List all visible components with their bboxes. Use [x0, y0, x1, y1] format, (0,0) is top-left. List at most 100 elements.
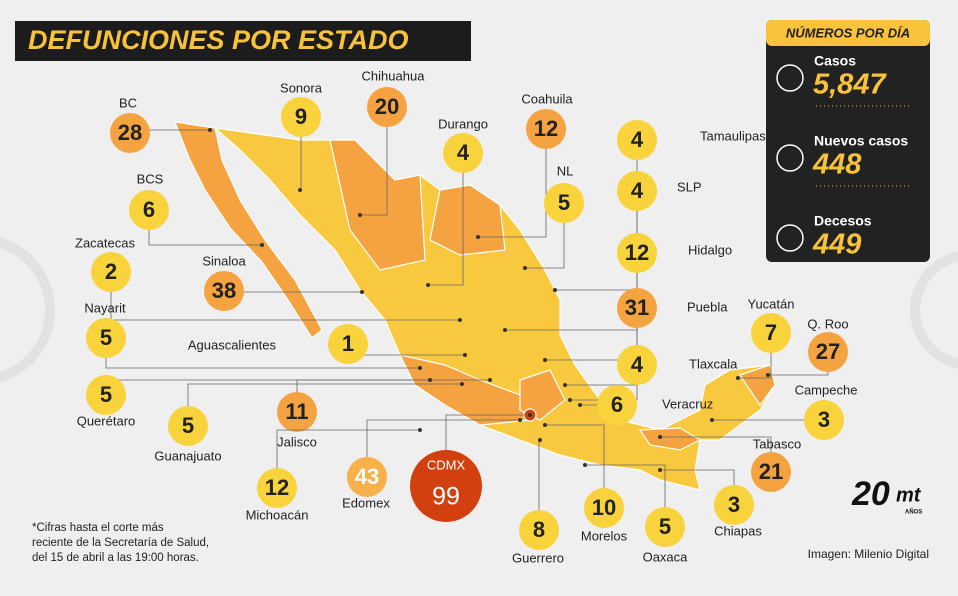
footnote-line: reciente de la Secretaría de Salud,: [32, 537, 209, 549]
state-name: Sonora: [280, 80, 323, 95]
leader-line: [545, 424, 605, 508]
state-markers: 28BC9Sonora20Chihuahua12Coahuila4Durango…: [75, 68, 857, 565]
footnote-line: *Cifras hasta el corte más: [32, 522, 164, 534]
state-marker: [347, 457, 387, 497]
target-dot: [418, 366, 422, 370]
state-name: Chiapas: [714, 523, 762, 538]
target-dot: [553, 288, 557, 292]
state-marker: [519, 510, 559, 550]
state-value: 27: [816, 339, 840, 364]
leader-line: [360, 107, 388, 216]
title: DEFUNCIONES POR ESTADO: [28, 25, 409, 55]
state-marker: [617, 171, 657, 211]
target-dot: [458, 318, 462, 322]
target-dot: [766, 373, 770, 377]
state-name: Chihuahua: [362, 68, 426, 83]
state-value: 4: [631, 178, 644, 203]
state-name: SLP: [677, 179, 702, 194]
state-value: 11: [285, 399, 308, 424]
map-baja: [174, 121, 323, 339]
credit: Imagen: Milenio Digital: [808, 547, 929, 561]
daily-panel: [766, 20, 930, 262]
target-dot: [736, 376, 740, 380]
state-name: Q. Roo: [807, 316, 848, 331]
target-dot: [583, 463, 587, 467]
state-marker: [751, 313, 791, 353]
state-marker: [277, 392, 317, 432]
map-region: [329, 139, 426, 271]
state-marker: [617, 345, 657, 385]
icon: [776, 224, 804, 252]
state-value: 20: [375, 94, 399, 119]
target-dot: [518, 418, 522, 422]
item-label: Casos: [814, 53, 856, 69]
target-dot: [208, 128, 212, 132]
state-name: Jalisco: [277, 434, 317, 449]
state-marker: [367, 87, 407, 127]
target-dot: [463, 353, 467, 357]
item-value: 448: [812, 149, 862, 181]
state-value: 12: [625, 240, 649, 265]
state-name: BCS: [137, 171, 164, 186]
state-name: Morelos: [581, 528, 628, 543]
state-value: 6: [143, 197, 155, 222]
state-value: 2: [105, 259, 117, 284]
logo-number: 20: [851, 475, 890, 513]
state-marker: [168, 406, 208, 446]
state-name: Michoacán: [246, 507, 309, 522]
state-name: Guanajuato: [154, 448, 221, 463]
item-label: Decesos: [814, 213, 872, 229]
map: [174, 121, 776, 491]
state-value: 3: [728, 492, 740, 517]
footnote-line: del 15 de abril a las 19:00 horas.: [32, 552, 199, 564]
footnote: *Cifras hasta el corte más reciente de l…: [32, 522, 212, 564]
state-name: Querétaro: [77, 413, 136, 428]
state-value: 4: [631, 127, 644, 152]
state-marker: [129, 190, 169, 230]
state-value: 9: [295, 104, 307, 129]
item-value: 5,847: [813, 69, 887, 101]
state-value: 5: [100, 325, 112, 350]
state-name: Tamaulipas: [700, 128, 766, 143]
target-dot: [426, 283, 430, 287]
state-name: Tabasco: [753, 436, 801, 451]
state-name: Yucatán: [748, 296, 795, 311]
target-dot: [568, 398, 572, 402]
state-name: Hidalgo: [688, 242, 732, 257]
state-marker: [86, 318, 126, 358]
target-dot: [418, 428, 422, 432]
state-value: 31: [625, 295, 649, 320]
state-name: Tlaxcala: [689, 356, 738, 371]
state-marker: [645, 507, 685, 547]
target-dot: [543, 358, 547, 362]
state-name: Edomex: [342, 495, 390, 510]
target-dot: [488, 378, 492, 382]
state-name: Aguascalientes: [188, 337, 277, 352]
state-marker: [808, 332, 848, 372]
state-value: 6: [611, 392, 623, 417]
state-value: 7: [765, 320, 777, 345]
target-dot: [476, 235, 480, 239]
state-name: Oaxaca: [643, 549, 689, 564]
state-marker: [714, 485, 754, 525]
target-dot: [658, 468, 662, 472]
target-dot: [578, 403, 582, 407]
state-marker: [597, 385, 637, 425]
target-dot: [523, 266, 527, 270]
state-value: 5: [100, 382, 112, 407]
state-value: 21: [759, 459, 783, 484]
leader-line: [525, 203, 565, 269]
state-marker: [617, 120, 657, 160]
item-value: 449: [812, 229, 861, 261]
target-dot: [298, 188, 302, 192]
state-value: 4: [457, 140, 470, 165]
map-region: [519, 369, 566, 421]
state-value: 99: [432, 483, 460, 511]
target-dot: [658, 435, 662, 439]
state-marker: [328, 324, 368, 364]
target-dot: [563, 383, 567, 387]
leader-line: [428, 153, 464, 286]
item-label: Nuevos casos: [814, 133, 908, 149]
